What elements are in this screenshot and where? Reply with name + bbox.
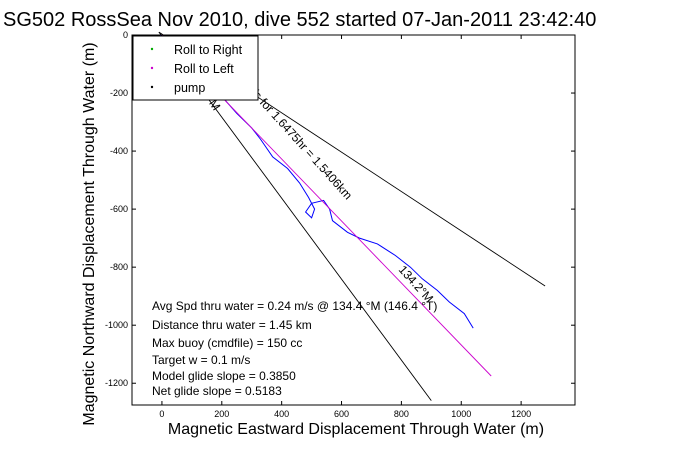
x-tick-label: 600 [334,409,349,419]
legend-marker-roll-right [150,47,154,51]
legend-entry-roll-right: Roll to Right [150,43,243,57]
x-tick-label: 200 [214,409,229,419]
x-tick-label: 400 [274,409,289,419]
x-axis-label: Magnetic Eastward Displacement Through W… [168,421,544,438]
legend-label-roll-left: Roll to Left [174,62,234,76]
legend-entry-roll-left: Roll to Left [150,62,234,76]
x-tick-label: 1000 [451,409,471,419]
legend-marker-pump [150,85,154,89]
stat-max-buoy: Max buoy (cmdfile) = 150 cc [152,336,302,350]
x-tick-label: 1200 [511,409,531,419]
legend-label-roll-right: Roll to Right [174,43,243,57]
y-tick-label: -400 [110,146,128,156]
legend-entry-pump: pump [150,81,205,95]
chart-title: SG502 RossSea Nov 2010, dive 552 started… [3,9,596,31]
plot-area: 0 200 400 600 800 1000 1200 0 -200 -400 -600 -800 -… [105,30,576,419]
legend-box [132,35,259,101]
y-tick-label: -600 [110,204,128,214]
x-tick-label: 800 [394,409,409,419]
legend-label-pump: pump [174,81,205,95]
y-tick-label: 0 [123,30,128,40]
stat-model-glide-slope: Model glide slope = 0.3850 [152,369,296,383]
legend-marker-roll-left [150,66,154,70]
dive-statistics: Avg Spd thru water = 0.24 m/s @ 134.4 °M… [152,299,437,398]
y-axis-label: Magnetic Northward Displacement Through … [81,42,98,425]
y-tick-label: -1000 [105,320,128,330]
y-tick-label: -1200 [105,378,128,388]
y-tick-label: -800 [110,262,128,272]
stat-target-w: Target w = 0.1 m/s [152,353,250,367]
y-tick-label: -200 [110,88,128,98]
stat-avg-speed: Avg Spd thru water = 0.24 m/s @ 134.4 °M… [152,299,437,313]
x-tick-label: 0 [159,409,164,419]
stat-net-glide-slope: Net glide slope = 0.5183 [152,384,282,398]
legend: Roll to Right Roll to Left pump [132,35,259,101]
stat-distance: Distance thru water = 1.45 km [152,318,312,332]
